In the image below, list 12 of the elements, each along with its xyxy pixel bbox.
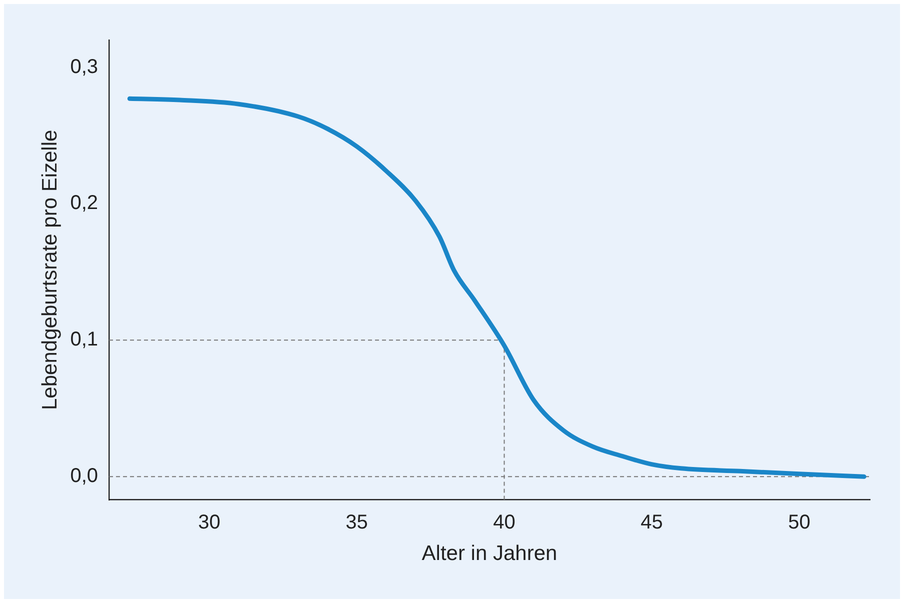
x-tick-label: 35 xyxy=(346,511,368,534)
y-tick-label: 0,2 xyxy=(70,192,98,214)
y-axis-title: Lebendgeburtsrate pro Eizelle xyxy=(38,130,62,410)
x-tick-label: 30 xyxy=(198,511,220,534)
line-series xyxy=(127,96,866,479)
y-tick-label: 0,0 xyxy=(70,465,98,488)
x-tick-label: 45 xyxy=(640,511,663,534)
x-axis-title: Alter in Jahren xyxy=(422,542,558,566)
y-tick-label: 0,1 xyxy=(70,328,98,351)
x-tick-label: 50 xyxy=(788,511,810,534)
x-tick-label: 40 xyxy=(493,511,516,534)
y-tick-label: 0,3 xyxy=(70,56,98,78)
